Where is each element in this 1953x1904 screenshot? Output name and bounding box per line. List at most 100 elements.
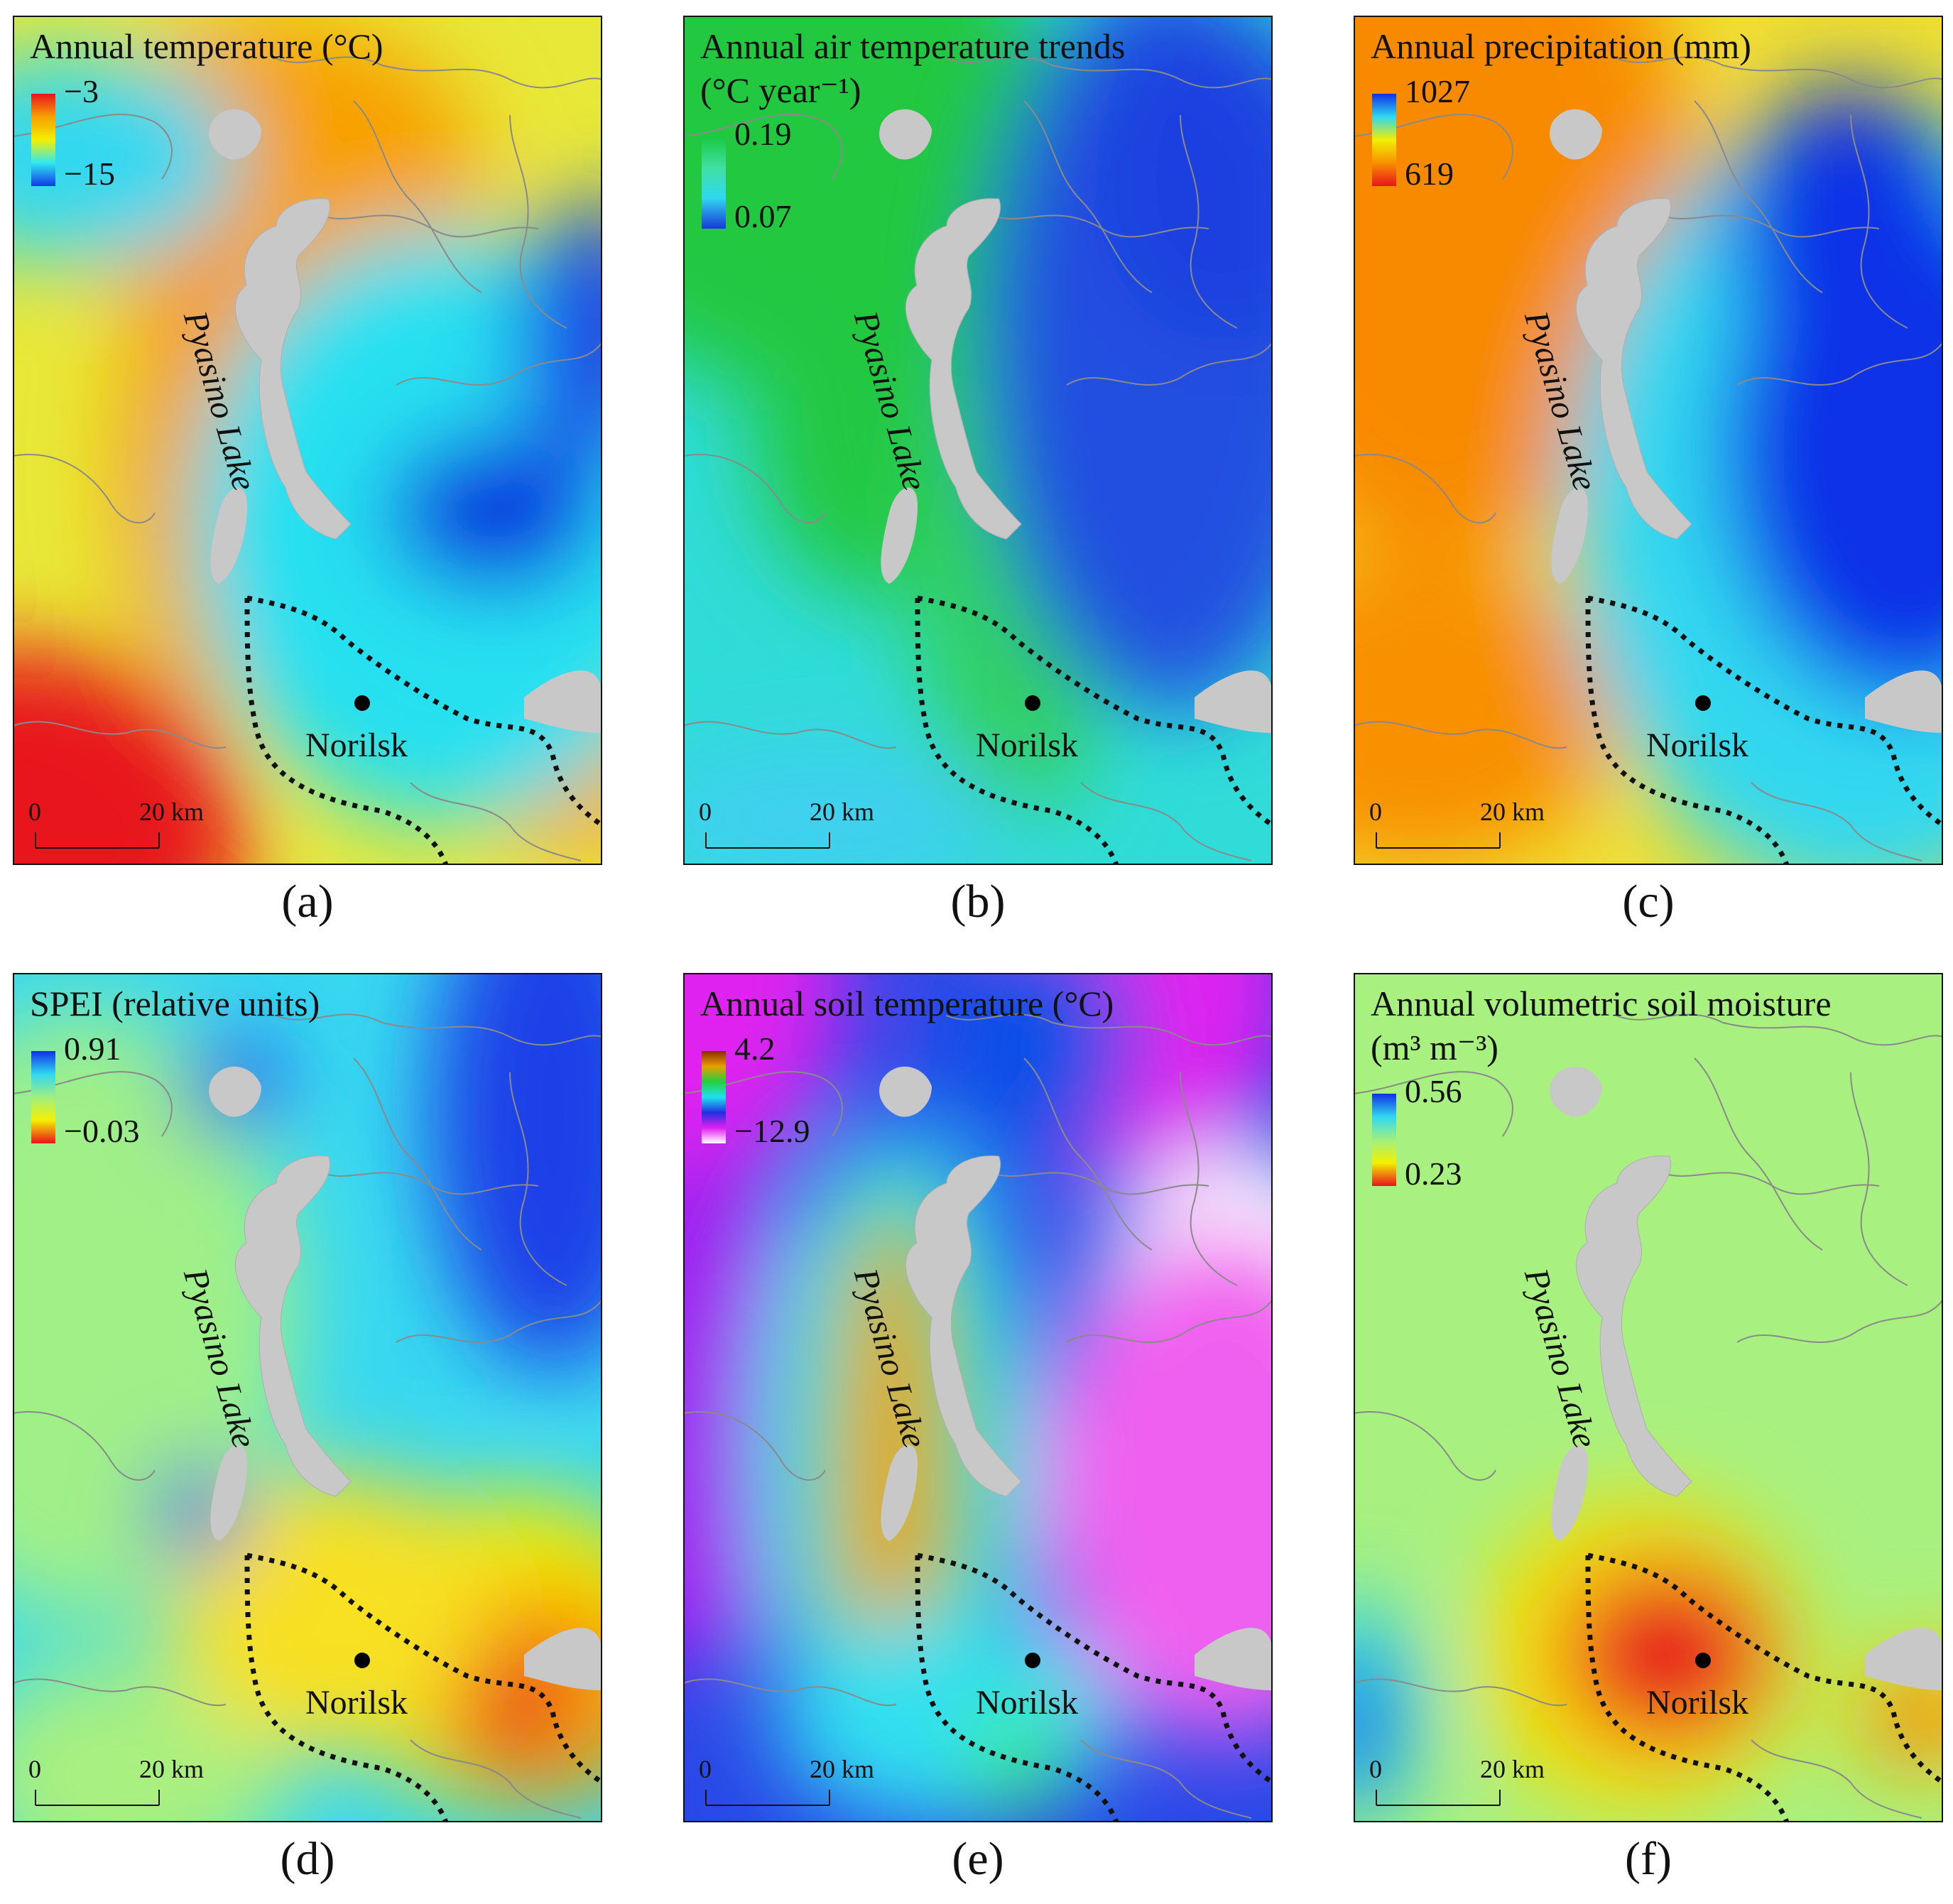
city-label: Norilsk xyxy=(976,1684,1078,1721)
small-lake xyxy=(209,1066,261,1117)
scale-bar-distance-label: 20 km xyxy=(139,798,205,826)
river-line xyxy=(353,100,482,293)
boundary-dashed-line xyxy=(1587,1552,1943,1785)
scale-bar-distance-label: 20 km xyxy=(139,1755,205,1783)
legend-max-label: 4.2 xyxy=(734,1030,776,1067)
small-lake xyxy=(881,1445,918,1541)
color-field xyxy=(389,435,602,591)
norilsk-city-marker xyxy=(1025,695,1040,711)
river-line xyxy=(1850,114,1908,329)
river-line xyxy=(13,1678,227,1707)
reservoir xyxy=(1195,670,1273,733)
small-lake xyxy=(1550,1066,1602,1117)
river-line xyxy=(1694,1057,1823,1251)
panel-title-line: Annual soil temperature (°C) xyxy=(700,984,1114,1023)
panel-caption: (c) xyxy=(1622,876,1675,927)
pyasino-lake-shape xyxy=(234,198,352,540)
small-lake xyxy=(879,1066,932,1117)
color-field xyxy=(683,16,1074,392)
river-line xyxy=(410,1739,582,1819)
scale-bar-zero-label: 0 xyxy=(28,798,41,826)
pyasino-lake-shape xyxy=(905,198,1022,540)
scale-bar-distance-label: 20 km xyxy=(810,798,875,826)
reservoir xyxy=(524,1628,602,1690)
river-line xyxy=(683,454,826,523)
panel-title-line: (m³ m⁻³) xyxy=(1371,1028,1498,1067)
river-line xyxy=(410,782,582,861)
map-raster xyxy=(683,973,1273,1822)
pyasino-lake-shape xyxy=(1575,198,1692,540)
panel-title: SPEI (relative units) xyxy=(30,981,320,1026)
river-line xyxy=(13,1411,156,1481)
river-line xyxy=(1023,1057,1153,1251)
map-panel: Annual air temperature trends (°C year⁻¹)… xyxy=(683,16,1273,939)
panel-title: Annual precipitation (mm) xyxy=(1371,24,1751,68)
legend-min-label: −15 xyxy=(64,156,115,192)
color-field xyxy=(683,747,1010,865)
river-line xyxy=(396,1299,602,1343)
boundary-dashed-line xyxy=(244,1555,449,1822)
city-label: Norilsk xyxy=(1646,727,1748,764)
norilsk-city-marker xyxy=(1695,1653,1711,1668)
map-raster xyxy=(13,16,602,865)
river-line xyxy=(945,1013,1273,1046)
map-panel: Annual volumetric soil moisture (m³ m⁻³) 0… xyxy=(1354,973,1943,1896)
color-field xyxy=(13,648,247,865)
panel-title: Annual soil temperature (°C) xyxy=(700,981,1114,1026)
scale-bar-zero-label: 0 xyxy=(699,1755,712,1783)
small-lake xyxy=(881,487,918,584)
river-line xyxy=(1080,782,1252,861)
river-line xyxy=(275,1013,602,1046)
norilsk-city-marker xyxy=(1025,1653,1040,1668)
legend-max-label: 0.91 xyxy=(64,1030,121,1067)
boundary-dashed-line xyxy=(1587,595,1943,827)
river-line xyxy=(1736,1299,1943,1343)
color-field xyxy=(1354,1648,1386,1804)
legend-max-label: 1027 xyxy=(1405,73,1470,109)
color-field xyxy=(1095,16,1273,342)
norilsk-city-marker xyxy=(354,1653,370,1668)
color-field xyxy=(169,1470,496,1754)
river-line xyxy=(509,1072,567,1286)
map-raster xyxy=(1354,973,1943,1822)
river-line xyxy=(1066,342,1273,386)
scale-bar-zero-label: 0 xyxy=(1369,798,1382,826)
city-label: Norilsk xyxy=(976,727,1078,764)
legend-color-bar xyxy=(31,94,55,186)
small-lake xyxy=(1550,109,1602,160)
river-line xyxy=(396,342,602,386)
boundary-dashed-line xyxy=(246,1552,602,1785)
river-line xyxy=(1616,1013,1943,1046)
panel-title: Annual air temperature trends (°C year⁻¹) xyxy=(700,24,1125,112)
legend-max-label: 0.19 xyxy=(734,116,792,152)
panel-title: Annual temperature (°C) xyxy=(30,24,383,68)
river-line xyxy=(1354,721,1567,749)
reservoir xyxy=(1865,1628,1943,1690)
boundary-dashed-line xyxy=(917,1552,1273,1785)
color-field xyxy=(939,973,1138,1172)
river-line xyxy=(683,114,843,180)
boundary-dashed-line xyxy=(1585,1555,1790,1822)
legend-color-bar xyxy=(702,136,726,229)
panel-caption: (f) xyxy=(1625,1833,1672,1885)
legend-color-bar xyxy=(702,1051,726,1143)
reservoir xyxy=(1195,1628,1273,1690)
map-panel: Annual soil temperature (°C) 4.2 −12.9 Pyas… xyxy=(683,973,1273,1896)
legend-min-label: 0.07 xyxy=(734,198,792,234)
panel-title-line: Annual precipitation (mm) xyxy=(1371,26,1751,66)
scale-bar-distance-label: 20 km xyxy=(810,1755,875,1783)
river-line xyxy=(683,1678,897,1707)
panel-caption: (b) xyxy=(950,876,1006,927)
legend-max-label: 0.56 xyxy=(1405,1073,1462,1109)
color-field xyxy=(974,1704,1060,1818)
river-line xyxy=(1354,114,1513,180)
small-lake xyxy=(209,109,261,160)
scale-bar-zero-label: 0 xyxy=(699,798,712,826)
map-panel: Annual temperature (°C) −3 −15 Pyasino Lake… xyxy=(13,16,602,939)
color-field xyxy=(517,200,602,470)
river-line xyxy=(1751,1739,1922,1819)
legend-max-label: −3 xyxy=(64,73,99,109)
reservoir xyxy=(524,670,602,733)
legend-color-bar xyxy=(1372,94,1396,186)
river-line xyxy=(1080,1739,1252,1819)
